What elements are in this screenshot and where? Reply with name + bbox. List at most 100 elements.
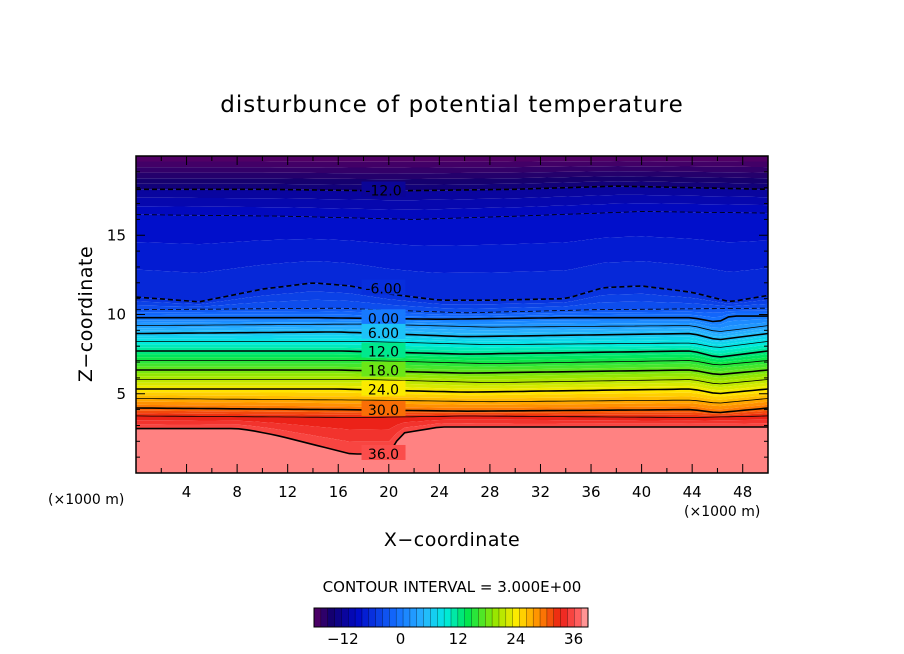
fill-band [136,415,768,430]
contour-line [136,360,768,366]
fill-band [136,166,768,174]
contour-label: -6.00 [365,282,401,298]
y-unit-label: (×1000 m) [48,492,124,508]
colorbar-swatch [478,608,486,627]
y-axis-label: Z−coordinate [75,246,97,382]
fill-band [136,373,768,381]
x-axis-label: X−coordinate [384,529,520,551]
fill-band [136,347,768,357]
contour-line [136,185,768,192]
colorbar-swatch [451,608,459,627]
fill-band [136,338,768,348]
x-tick-label: 8 [232,483,242,501]
x-tick-label: 4 [182,483,192,501]
colorbar-swatch [375,608,383,627]
contour-label: 24.0 [368,383,399,399]
colorbar-tick-label: 36 [564,630,583,648]
colorbar-swatch [498,608,507,627]
x-tick-label: 28 [480,483,499,501]
contour-label: 30.0 [368,403,399,419]
contour-label-bg [361,181,406,197]
colorbar-swatch [560,608,568,627]
fill-band [136,236,768,273]
contour-label: -12.0 [365,184,401,200]
fill-band [136,283,768,305]
y-tick-label: 5 [116,385,126,403]
contour-label-bg [361,361,406,377]
x-tick-label: 24 [430,483,449,501]
fill-band [136,319,768,328]
fill-band [136,413,768,418]
colorbar-swatch [581,608,589,627]
colorbar-swatch [492,608,500,627]
fill-band [136,404,768,413]
fill-band [136,360,768,369]
colorbar-swatch [361,608,370,627]
fill-band [136,385,768,394]
fill-band [136,181,768,191]
colorbar-swatch [348,608,356,627]
colorbar-swatch [540,608,548,627]
contour-label-bg [361,444,406,460]
contour-line [136,211,768,220]
contour-line [136,315,768,323]
colorbar-swatch [327,608,336,627]
fill-band [136,357,768,365]
contour-line [136,426,768,455]
chart-title: disturbunce of potential temperature [220,92,684,118]
colorbar-frame [313,607,589,628]
contour-label-bg [361,380,406,396]
x-tick-label: 32 [531,483,550,501]
fill-band [136,261,768,302]
x-tick-label: 20 [379,483,398,501]
colorbar-tick-label: 24 [506,630,525,648]
colorbar-swatch [334,608,342,627]
colorbar-swatch [430,608,438,627]
contour-label-bg [361,309,406,325]
fill-band [136,203,768,220]
x-tick-label: 36 [581,483,600,501]
contour-line [136,407,768,414]
colorbar-swatch [368,608,377,627]
colorbar-swatch [485,608,493,627]
colorbar-swatch [341,608,349,627]
colorbar-swatch [546,608,555,627]
colorbar-tick-label: −12 [327,630,359,648]
colorbar-swatch [574,608,582,627]
y-axis-ticks: 5 10 15 [107,171,768,458]
fill-band [136,313,768,322]
x-axis-ticks: 4 8 12 16 20 24 28 32 36 40 44 48 [160,156,752,501]
colorbar [313,607,589,628]
fill-band [136,186,768,201]
fill-band [136,211,768,246]
fill-band [136,194,768,210]
contour-label: 0.00 [368,311,399,327]
x-tick-label: 48 [733,483,752,501]
contour-line [136,341,768,348]
colorbar-swatch [389,608,397,627]
colorbar-swatch [505,608,514,627]
fill-band [136,291,768,309]
fill-band [136,366,768,375]
fill-band [136,161,768,168]
contour-line [136,379,768,385]
contour-line [136,350,768,358]
colorbar-swatch [314,608,322,627]
colorbar-swatch [464,608,473,627]
contour-label-bg [361,279,406,295]
fill-band [136,310,768,318]
colorbar-ticks: −12 0 12 24 36 [327,630,583,648]
colorbar-swatch [526,608,534,627]
contour-label-bg [361,323,406,339]
contour-line [136,369,768,376]
colorbar-swatch [553,608,562,627]
x-tick-label: 44 [683,483,702,501]
colorbar-tick-label: 12 [449,630,468,648]
colorbar-swatch [512,608,520,627]
fill-band [136,176,768,186]
colorbar-swatch [416,608,425,627]
contour-line [136,282,768,303]
colorbar-swatch [355,608,363,627]
fill-band [136,326,768,337]
